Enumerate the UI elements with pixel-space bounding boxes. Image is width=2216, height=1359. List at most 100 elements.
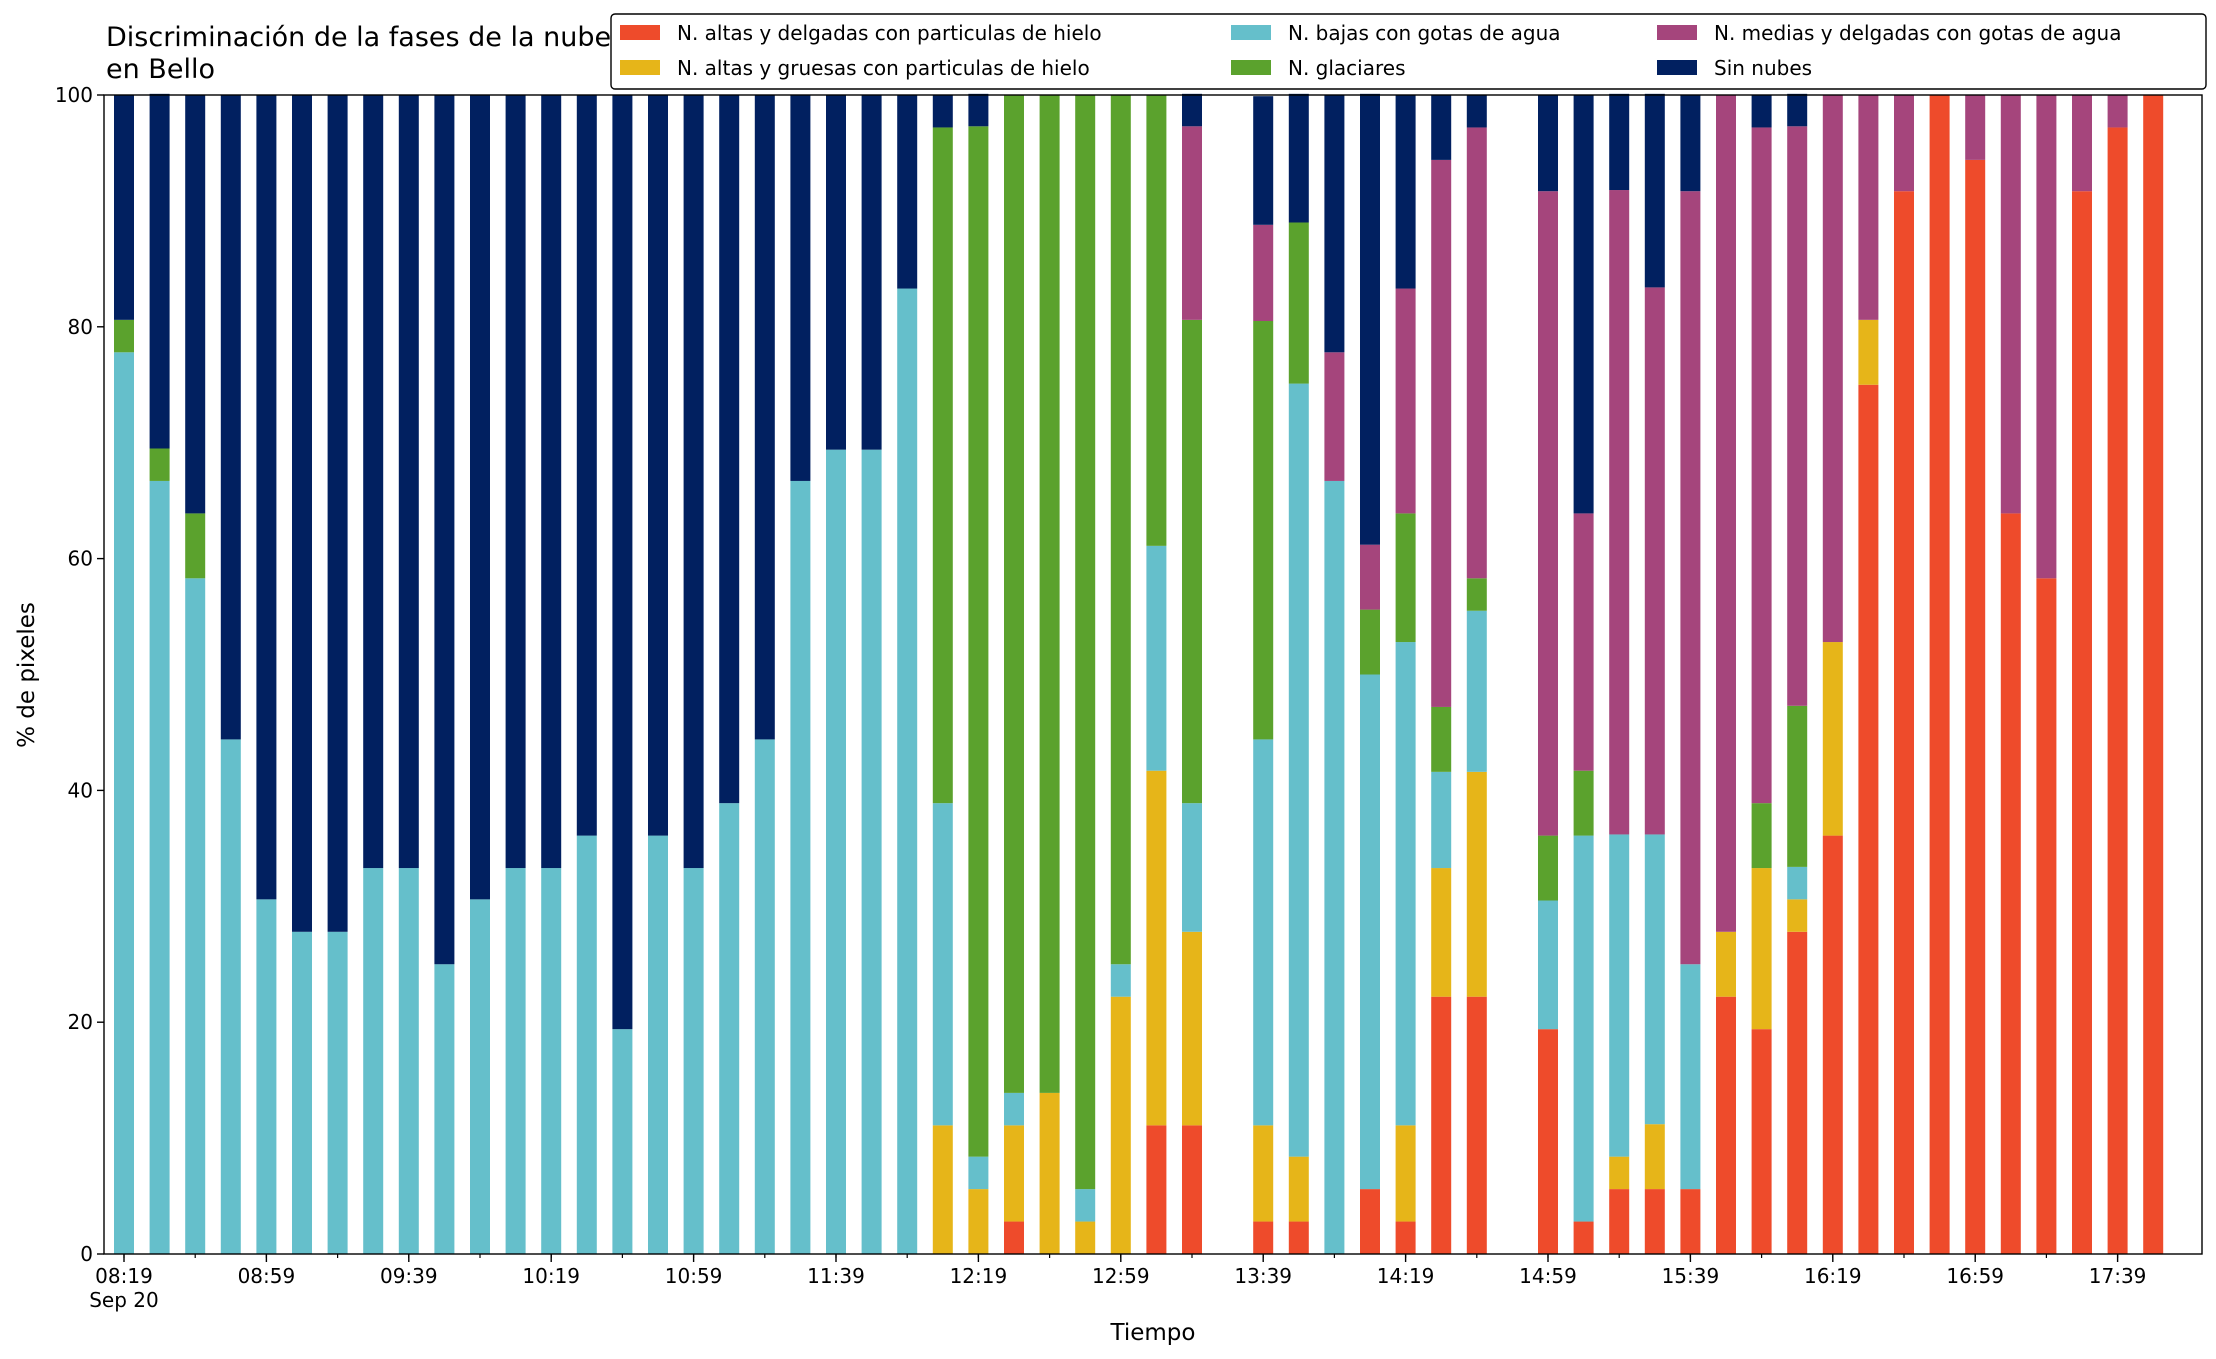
bar-segment [1395,95,1416,289]
bar-segment [114,352,134,1255]
x-tick-label: 09:39 [380,1264,438,1288]
bar-segment [1538,191,1558,836]
bar-segment [1004,1092,1024,1126]
bar-segment [1858,95,1879,320]
bar-segment [1573,835,1594,1222]
bar-segment [149,480,170,1254]
legend-swatch [620,25,660,40]
bar-segment [1858,384,1879,1254]
x-tick-label: 08:59 [238,1264,296,1288]
y-tick-label: 40 [68,778,93,802]
bar-segment [541,868,562,1254]
bar-segment [541,95,562,869]
bar-segment [683,95,704,869]
bar-segment [327,95,348,932]
bar-segment [398,868,419,1254]
bar-segment [470,95,490,900]
y-tick-label: 100 [55,83,93,107]
bar-segment [1182,126,1202,320]
bar-segment [1573,95,1594,514]
bar-segment [1609,190,1630,835]
bar-segment [1822,835,1843,1254]
y-axis-label: % de pixeles [14,602,40,748]
bar-segment [1360,1189,1380,1254]
bar-segment [1751,1029,1772,1254]
bar-segment [1146,95,1167,546]
x-tick-label: 15:39 [1662,1264,1720,1288]
bar-segment [861,95,882,450]
bar-segment [220,739,241,1254]
bar-segment [1182,319,1202,804]
bar-segment [2000,95,2021,514]
x-tick-label: 12:19 [950,1264,1008,1288]
bar-segment [1466,771,1487,997]
legend-swatch [1657,25,1697,40]
bar-segment [648,835,668,1254]
bar-segment [1609,1156,1630,1190]
legend-label: N. bajas con gotas de agua [1288,21,1561,45]
bar-segment [2072,191,2092,1254]
plot-frame [103,94,2203,1255]
legend-box [610,13,2207,90]
bar-segment [1146,770,1167,1126]
bar-segment [256,95,277,900]
bar-segment [1716,95,1736,932]
x-tick-label: 11:39 [807,1264,865,1288]
legend-label: N. altas y delgadas con particulas de hi… [677,21,1102,45]
bar-segment [114,95,134,320]
bar-segment [1787,899,1808,932]
bar-segment [1716,931,1736,997]
bar-segment [2072,95,2092,192]
bar-segment [1110,996,1131,1254]
bar-segment [1253,1125,1274,1222]
bar-segment [1573,1221,1594,1254]
bar-segment [932,127,953,804]
bar-segment [149,448,170,481]
bar-segment [505,868,526,1254]
bar-segment [1146,1125,1167,1254]
bar-segment [754,95,775,740]
bar-segment [1253,739,1274,1126]
bar-segment [1787,931,1808,1254]
bar-segment [470,899,490,1254]
bar-segment [1573,770,1594,836]
bar-segment [2143,95,2164,1254]
bar-segment [1787,126,1808,706]
bar-segment [1644,287,1665,835]
x-tick-label: 14:59 [1519,1264,1577,1288]
y-tick-label: 20 [68,1010,93,1034]
bar-segment [683,868,704,1254]
bar-segment [1004,95,1024,1093]
bar-segment [2036,578,2057,1254]
bar-segment [1858,319,1879,385]
bar-segment [897,95,918,289]
bar-segment [1288,222,1309,384]
bar-segment [1894,95,1914,192]
bar-segment [185,95,206,514]
bar-segment [1787,866,1808,900]
bar-segment [1075,1221,1096,1254]
bar-segment [576,835,597,1254]
bar-segment [648,95,668,836]
bar-segment [1787,93,1808,127]
bar-segment [1466,127,1487,579]
bar-segment [1288,383,1309,1157]
bar-segment [149,93,170,449]
bar-segment [790,95,811,481]
bar-segment [434,95,455,965]
bar-segment [1182,93,1202,127]
bar-segment [1324,95,1345,353]
bar-segment [968,1156,989,1190]
bar-segment [1431,95,1452,160]
legend-swatch [1657,60,1697,75]
bar-segment [2036,95,2057,579]
bar-segment [1360,544,1380,610]
x-tick-label: 13:39 [1234,1264,1292,1288]
bar-segment [1538,900,1558,1030]
bar-segment [1644,1189,1665,1254]
bar-segment [1751,127,1772,804]
bar-segment [292,931,312,1254]
bar-segment [1253,224,1274,322]
bar-segment [327,931,348,1254]
